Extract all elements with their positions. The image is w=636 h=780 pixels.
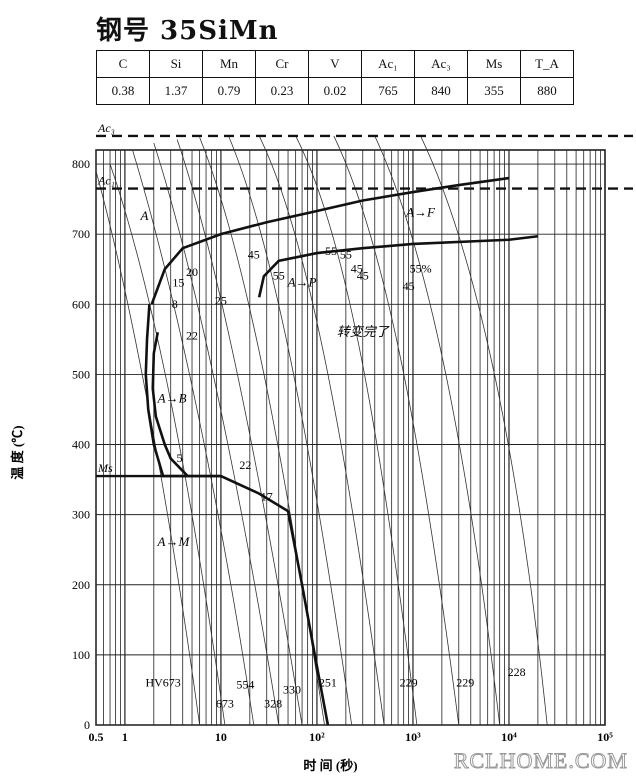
hardness-value-label: 251: [319, 675, 337, 689]
y-tick-label: 200: [72, 578, 90, 592]
cooling-curve: [420, 135, 548, 726]
table-cell: 0.79: [202, 77, 256, 105]
transformation-curve: [257, 234, 539, 298]
hardness-value-label: HV673: [145, 675, 180, 689]
hardness-value-label: 229: [456, 675, 474, 689]
cooling-curve: [228, 135, 353, 726]
cooling-rate-label: 5: [176, 451, 182, 465]
cooling-rate-label: 55%: [410, 262, 432, 276]
cooling-rate-label: 25: [215, 293, 227, 307]
cooling-curve: [199, 137, 325, 726]
table-cell: 1.37: [149, 77, 203, 105]
transformation-curve: [150, 176, 510, 305]
col-header: V: [308, 50, 362, 78]
region-label: A→P: [287, 275, 317, 290]
x-tick-label: 10: [215, 730, 227, 744]
x-axis-label: 时 间 (秒): [303, 758, 357, 773]
table-cell: 840: [414, 77, 468, 105]
table-cell: 0.23: [255, 77, 309, 105]
hardness-value-label: 673: [216, 696, 234, 710]
region-label: A→M: [157, 534, 191, 549]
y-tick-label: 400: [72, 438, 90, 452]
table-cell: 880: [520, 77, 574, 105]
cooling-curve: [333, 135, 460, 726]
y-tick-label: 100: [72, 648, 90, 662]
watermark: RCLHOME.COM: [453, 748, 628, 774]
col-header: Mn: [202, 50, 256, 78]
hardness-value-label: 330: [283, 682, 301, 696]
cooling-rate-label: 55: [340, 248, 352, 262]
cooling-rate-label: 45: [403, 279, 415, 293]
y-tick-label: 700: [72, 227, 90, 241]
cooling-curve: [374, 135, 501, 726]
x-tick-label: 10⁵: [597, 730, 613, 744]
cooling-curve: [95, 170, 201, 726]
cooling-rate-label: 22: [239, 458, 251, 472]
col-header: Ms: [467, 50, 521, 78]
y-tick-label: 0: [84, 718, 90, 732]
cooling-rate-label: 15: [172, 276, 184, 290]
cooling-rate-label: 22: [186, 328, 198, 342]
x-tick-label: 0.5: [89, 730, 104, 744]
table-cell: 0.38: [96, 77, 150, 105]
table-cell: 355: [467, 77, 521, 105]
cooling-rate-label: 45: [357, 269, 369, 283]
y-tick-label: 800: [72, 157, 90, 171]
hardness-value-label: 328: [264, 696, 282, 710]
table-cell: 765: [361, 77, 415, 105]
col-header: Ac₁: [361, 50, 415, 78]
cooling-rate-label: 55: [273, 269, 285, 283]
y-axis-label: 温 度 (℃): [10, 425, 25, 479]
region-label: A→F: [405, 205, 436, 220]
col-header: C: [96, 50, 150, 78]
col-header: Cr: [255, 50, 309, 78]
hardness-value-label: 229: [400, 675, 418, 689]
cooling-curve: [176, 139, 303, 726]
y-tick-label: 500: [72, 367, 90, 381]
cooling-curve: [295, 135, 418, 726]
reference-line-label: Ms: [97, 461, 113, 475]
reference-line-label: Ac₁: [97, 174, 115, 188]
y-tick-label: 300: [72, 508, 90, 522]
region-label: 转变完了: [337, 324, 390, 339]
reference-line-label: Ac₃: [97, 121, 115, 135]
y-tick-label: 600: [72, 297, 90, 311]
hardness-value-label: 228: [508, 665, 526, 679]
x-tick-label: 10³: [405, 730, 421, 744]
cooling-curve: [132, 149, 255, 726]
composition-table: C Si Mn Cr V Ac₁ Ac₃ Ms T_A 0.38 1.37 0.…: [96, 50, 574, 105]
cooling-rate-label: 45: [351, 262, 363, 276]
col-header: Ac₃: [414, 50, 468, 78]
cct-diagram: 0 100 200 300 400 500 600 700 800 0.5 1 10 10² 10³ 10⁴…: [10, 121, 633, 773]
cooling-curve: [258, 135, 385, 726]
cooling-curve: [109, 163, 226, 726]
steel-grade-title: 钢号 35SiMn: [96, 16, 279, 46]
x-tick-label: 10²: [309, 730, 325, 744]
region-label: A: [140, 208, 149, 223]
cooling-rate-label: 17: [261, 490, 273, 504]
cooling-rate-label: 45: [248, 248, 260, 262]
composition-value-row: 0.38 1.37 0.79 0.23 0.02 765 840 355 880: [96, 77, 574, 105]
cooling-rate-label: 20: [186, 265, 198, 279]
table-cell: 0.02: [308, 77, 362, 105]
col-header: Si: [149, 50, 203, 78]
composition-header-row: C Si Mn Cr V Ac₁ Ac₃ Ms T_A: [96, 50, 574, 78]
transformation-curve: [151, 332, 189, 477]
hardness-value-label: 554: [236, 678, 254, 692]
cooling-rate-label: 8: [172, 297, 178, 311]
cooling-rate-label: 55: [325, 244, 337, 258]
transformation-curve: [144, 304, 330, 726]
col-header: T_A: [520, 50, 574, 78]
region-label: A→B: [157, 390, 187, 405]
x-tick-label: 10⁴: [501, 730, 517, 744]
cooling-curve: [153, 142, 280, 726]
x-tick-label: 1: [122, 730, 128, 744]
